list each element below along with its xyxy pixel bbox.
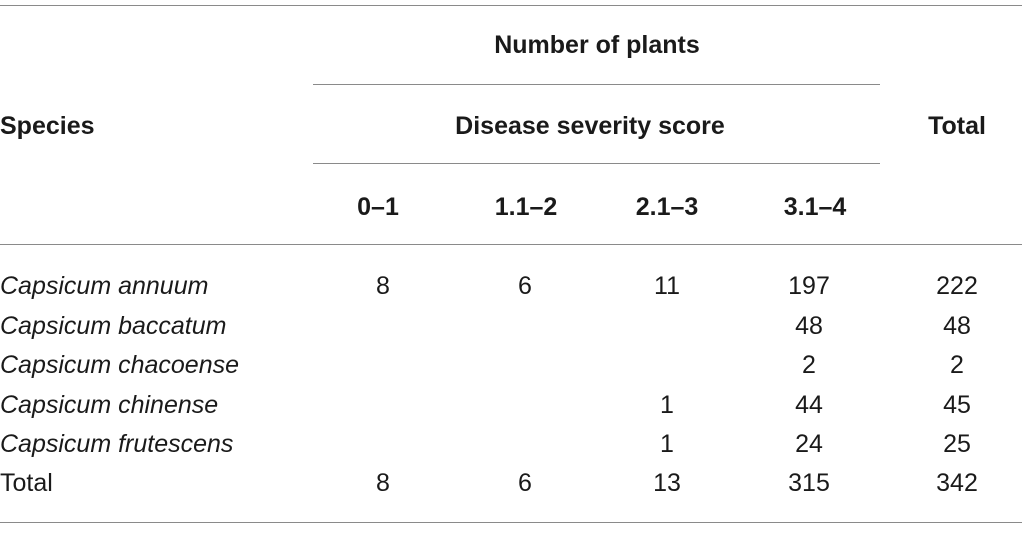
- column-header-score-3-1-4: 3.1–4: [783, 193, 847, 221]
- table-row-species: Capsicum chinense: [0, 391, 219, 419]
- subgroup-header-rule: [313, 163, 880, 164]
- table-row-species: Capsicum frutescens: [0, 430, 234, 458]
- table-cell-total: 45: [943, 391, 971, 419]
- top-rule: [0, 5, 1022, 6]
- table-cell-score-3-1-4: 48: [795, 312, 823, 340]
- table-cell-score-3-1-4: 24: [795, 430, 823, 458]
- table-cell-score-2-1-3: 1: [660, 391, 674, 419]
- column-header-species: Species: [0, 112, 95, 140]
- table-cell-score-3-1-4: 2: [802, 351, 816, 379]
- header-bottom-rule: [0, 244, 1022, 245]
- total-row-score-1-1-2: 6: [518, 469, 532, 497]
- total-row-score-2-1-3: 13: [653, 469, 681, 497]
- group-header-number-of-plants: Number of plants: [494, 31, 700, 59]
- total-row-score-3-1-4: 315: [788, 469, 830, 497]
- total-row-grand-total: 342: [936, 469, 978, 497]
- table-cell-total: 222: [936, 272, 978, 300]
- column-header-score-1-1-2: 1.1–2: [494, 193, 558, 221]
- table-row-species: Capsicum chacoense: [0, 351, 240, 379]
- table-row-species: Capsicum annuum: [0, 272, 209, 300]
- table-cell-total: 2: [950, 351, 964, 379]
- table-cell-score-2-1-3: 1: [660, 430, 674, 458]
- table-cell-score-0-1: 8: [376, 272, 390, 300]
- table-cell-total: 48: [943, 312, 971, 340]
- bottom-rule: [0, 522, 1022, 523]
- table-row-species: Capsicum baccatum: [0, 312, 227, 340]
- column-header-total: Total: [928, 112, 986, 140]
- table-cell-score-2-1-3: 11: [654, 272, 680, 300]
- table-cell-score-3-1-4: 44: [795, 391, 823, 419]
- total-row-score-0-1: 8: [376, 469, 390, 497]
- table-cell-score-3-1-4: 197: [788, 272, 830, 300]
- subgroup-header-disease-severity-score: Disease severity score: [455, 112, 725, 140]
- column-header-score-2-1-3: 2.1–3: [635, 193, 699, 221]
- table-cell-total: 25: [943, 430, 971, 458]
- total-row-label: Total: [0, 469, 53, 497]
- column-header-score-0-1: 0–1: [357, 193, 399, 221]
- table-cell-score-1-1-2: 6: [518, 272, 532, 300]
- group-header-rule: [313, 84, 880, 85]
